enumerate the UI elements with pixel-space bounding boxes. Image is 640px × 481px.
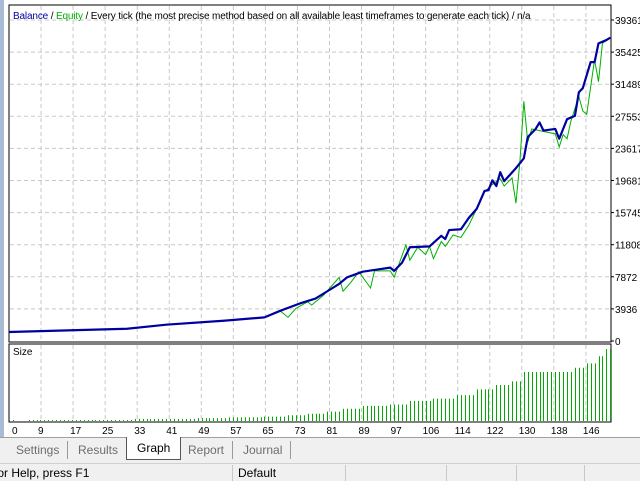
x-tick-label: 0 — [12, 426, 18, 437]
y-tick-label: 0 — [615, 337, 621, 348]
size-plot-frame — [8, 343, 612, 423]
equity-line — [8, 37, 611, 333]
status-cell — [346, 465, 447, 481]
tab-report[interactable]: Report — [180, 441, 234, 459]
tab-graph[interactable]: Graph — [126, 437, 182, 460]
status-cell — [446, 465, 517, 481]
tester-tabs: Settings Results Graph Report Journal — [0, 437, 640, 463]
model-label: Every tick (the most precise method base… — [91, 11, 509, 22]
x-tick-label: 146 — [583, 426, 600, 437]
x-tick-label: 106 — [423, 426, 440, 437]
x-tick-label: 130 — [519, 426, 536, 437]
balance-line — [8, 36, 611, 334]
size-panel-label: Size — [13, 347, 33, 358]
status-help: For Help, press F1 — [0, 465, 233, 481]
y-tick-label: 11808 — [615, 241, 640, 252]
main-plot-frame — [8, 4, 612, 343]
y-tick-label: 27553 — [615, 112, 640, 123]
legend-balance: Balance — [13, 11, 49, 22]
x-tick-label: 49 — [198, 426, 210, 437]
y-tick-label: 3936 — [615, 305, 638, 316]
x-tick-label: 41 — [166, 426, 178, 437]
y-tick-label: 7872 — [615, 273, 638, 284]
x-tick-label: 25 — [102, 426, 114, 437]
x-tick-label: 122 — [487, 426, 504, 437]
x-tick-label: 57 — [230, 426, 242, 437]
x-tick-label: 114 — [455, 426, 471, 437]
status-profile: Default — [234, 465, 346, 481]
x-tick-label: 33 — [134, 426, 146, 437]
y-tick-label: 39361 — [615, 16, 640, 27]
x-tick-label: 81 — [327, 426, 339, 437]
y-tick-label: 23617 — [615, 144, 640, 155]
tab-settings[interactable]: Settings — [8, 441, 69, 459]
legend-equity: Equity — [56, 11, 83, 22]
tab-journal[interactable]: Journal — [235, 441, 292, 459]
window-edge — [0, 0, 4, 464]
status-bar: For Help, press F1 Default — [0, 463, 640, 481]
chart-title: Balance / Equity / Every tick (the most … — [13, 11, 531, 22]
y-tick-label: 35425 — [615, 48, 640, 59]
x-tick-label: 65 — [262, 426, 274, 437]
na-label: n/a — [517, 11, 531, 22]
y-tick-label: 31489 — [615, 80, 640, 91]
x-tick-label: 17 — [70, 426, 82, 437]
status-cell — [516, 465, 585, 481]
x-tick-label: 9 — [38, 426, 44, 437]
y-tick-label: 15745 — [615, 209, 640, 220]
x-tick-label: 89 — [359, 426, 371, 437]
x-tick-label: 97 — [391, 426, 403, 437]
tab-results[interactable]: Results — [70, 441, 128, 459]
x-tick-label: 138 — [551, 426, 568, 437]
x-tick-label: 73 — [294, 426, 306, 437]
